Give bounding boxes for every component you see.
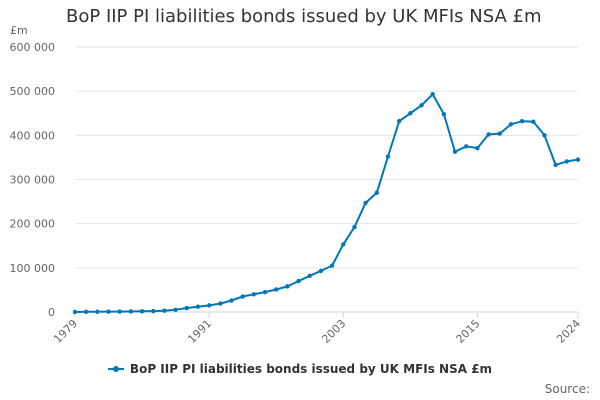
data-point[interactable] [262,289,268,295]
data-point[interactable] [452,149,458,154]
data-point[interactable] [352,225,357,230]
data-point[interactable] [285,284,290,289]
data-point[interactable] [385,154,391,159]
data-point[interactable] [419,103,424,108]
data-point[interactable] [184,305,189,311]
data-point[interactable] [575,157,581,162]
data-point[interactable] [497,131,502,136]
data-point[interactable] [206,303,212,308]
data-point[interactable] [508,122,514,127]
data-point[interactable] [519,119,525,124]
data-point[interactable] [531,119,536,124]
y-tick-label: 400 000 [10,129,56,142]
data-point[interactable] [195,304,201,309]
data-point[interactable] [117,309,122,314]
data-point[interactable] [95,309,100,314]
chart-title: BoP IIP PI liabilities bonds issued by U… [66,6,542,27]
data-point[interactable] [83,309,89,314]
data-point[interactable] [441,111,447,117]
y-tick-label: 100 000 [10,262,56,275]
x-tick-label: 2024 [554,317,583,346]
data-point[interactable] [475,145,480,151]
data-point[interactable] [307,273,312,278]
data-point[interactable] [274,287,279,292]
gridlines [75,46,578,313]
y-tick-label: 500 000 [10,85,56,98]
y-tick-label: 300 000 [10,174,56,187]
data-point[interactable] [218,301,223,306]
data-point[interactable] [318,268,324,274]
data-point[interactable] [229,298,234,303]
data-point[interactable] [396,119,402,124]
series-line[interactable] [74,93,579,313]
data-point[interactable] [542,133,547,138]
y-tick-label: 0 [48,306,55,319]
data-point[interactable] [374,190,379,195]
data-point[interactable] [151,308,156,314]
data-point[interactable] [251,292,257,297]
data-point[interactable] [363,200,368,206]
data-point[interactable] [553,162,558,168]
data-point[interactable] [128,309,134,314]
data-point[interactable] [564,159,570,164]
data-point[interactable] [139,309,145,314]
data-point[interactable] [72,309,78,315]
data-point[interactable] [162,308,167,313]
legend-item[interactable]: BoP IIP PI liabilities bonds issued by U… [107,362,493,376]
source-label: Source: [544,382,590,396]
data-point[interactable] [430,92,435,97]
legend-label: BoP IIP PI liabilities bonds issued by U… [129,362,493,376]
legend[interactable]: BoP IIP PI liabilities bonds issued by U… [0,362,600,377]
data-point[interactable] [408,111,413,116]
x-tick-label: 1979 [51,317,80,346]
data-point[interactable] [329,263,335,268]
data-point[interactable] [240,294,245,299]
data-point[interactable] [296,278,301,284]
data-point[interactable] [173,307,178,312]
legend-line-marker-icon [107,364,124,374]
y-tick-label: 600 000 [10,41,56,54]
y-axis-unit-label: £m [10,24,28,37]
x-tick-label: 2003 [319,317,348,346]
data-point[interactable] [106,309,111,314]
data-point[interactable] [341,242,346,247]
x-tick-label: 1991 [185,317,214,346]
x-tick-label: 2015 [454,317,483,346]
axes: £m 0 100 000 200 000 300 000 400 000 500 000 6… [10,24,584,346]
series-layer [72,92,581,315]
data-point[interactable] [486,132,491,137]
y-tick-label: 200 000 [10,218,56,231]
data-point[interactable] [464,144,469,149]
